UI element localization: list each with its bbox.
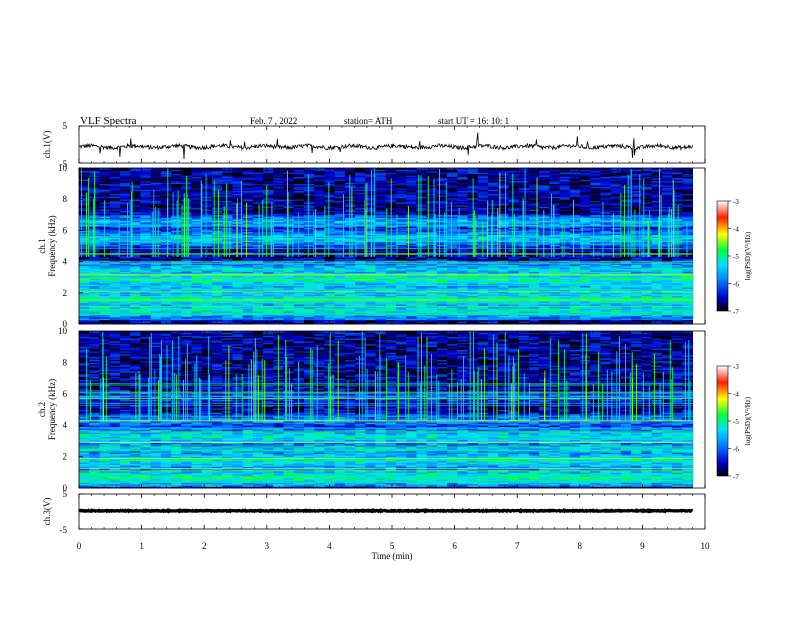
ch1-waveform-ylabel-line: ch.1(V) xyxy=(42,131,52,159)
ch1-waveform-ytick-label: 5 xyxy=(63,121,68,131)
date-label: Feb. 7 , 2022 xyxy=(250,116,297,126)
ch1-waveform-ylabel: ch.1(V) xyxy=(42,131,52,159)
start-ut-label: start UT = 16: 10: 1 xyxy=(438,116,509,126)
ch1-waveform-trace xyxy=(79,133,693,160)
station-label: station= ATH xyxy=(344,116,393,126)
figure-title: VLF Spectra xyxy=(80,115,137,127)
ch1-waveform-panel: 5-5ch.1(V) xyxy=(42,121,705,169)
